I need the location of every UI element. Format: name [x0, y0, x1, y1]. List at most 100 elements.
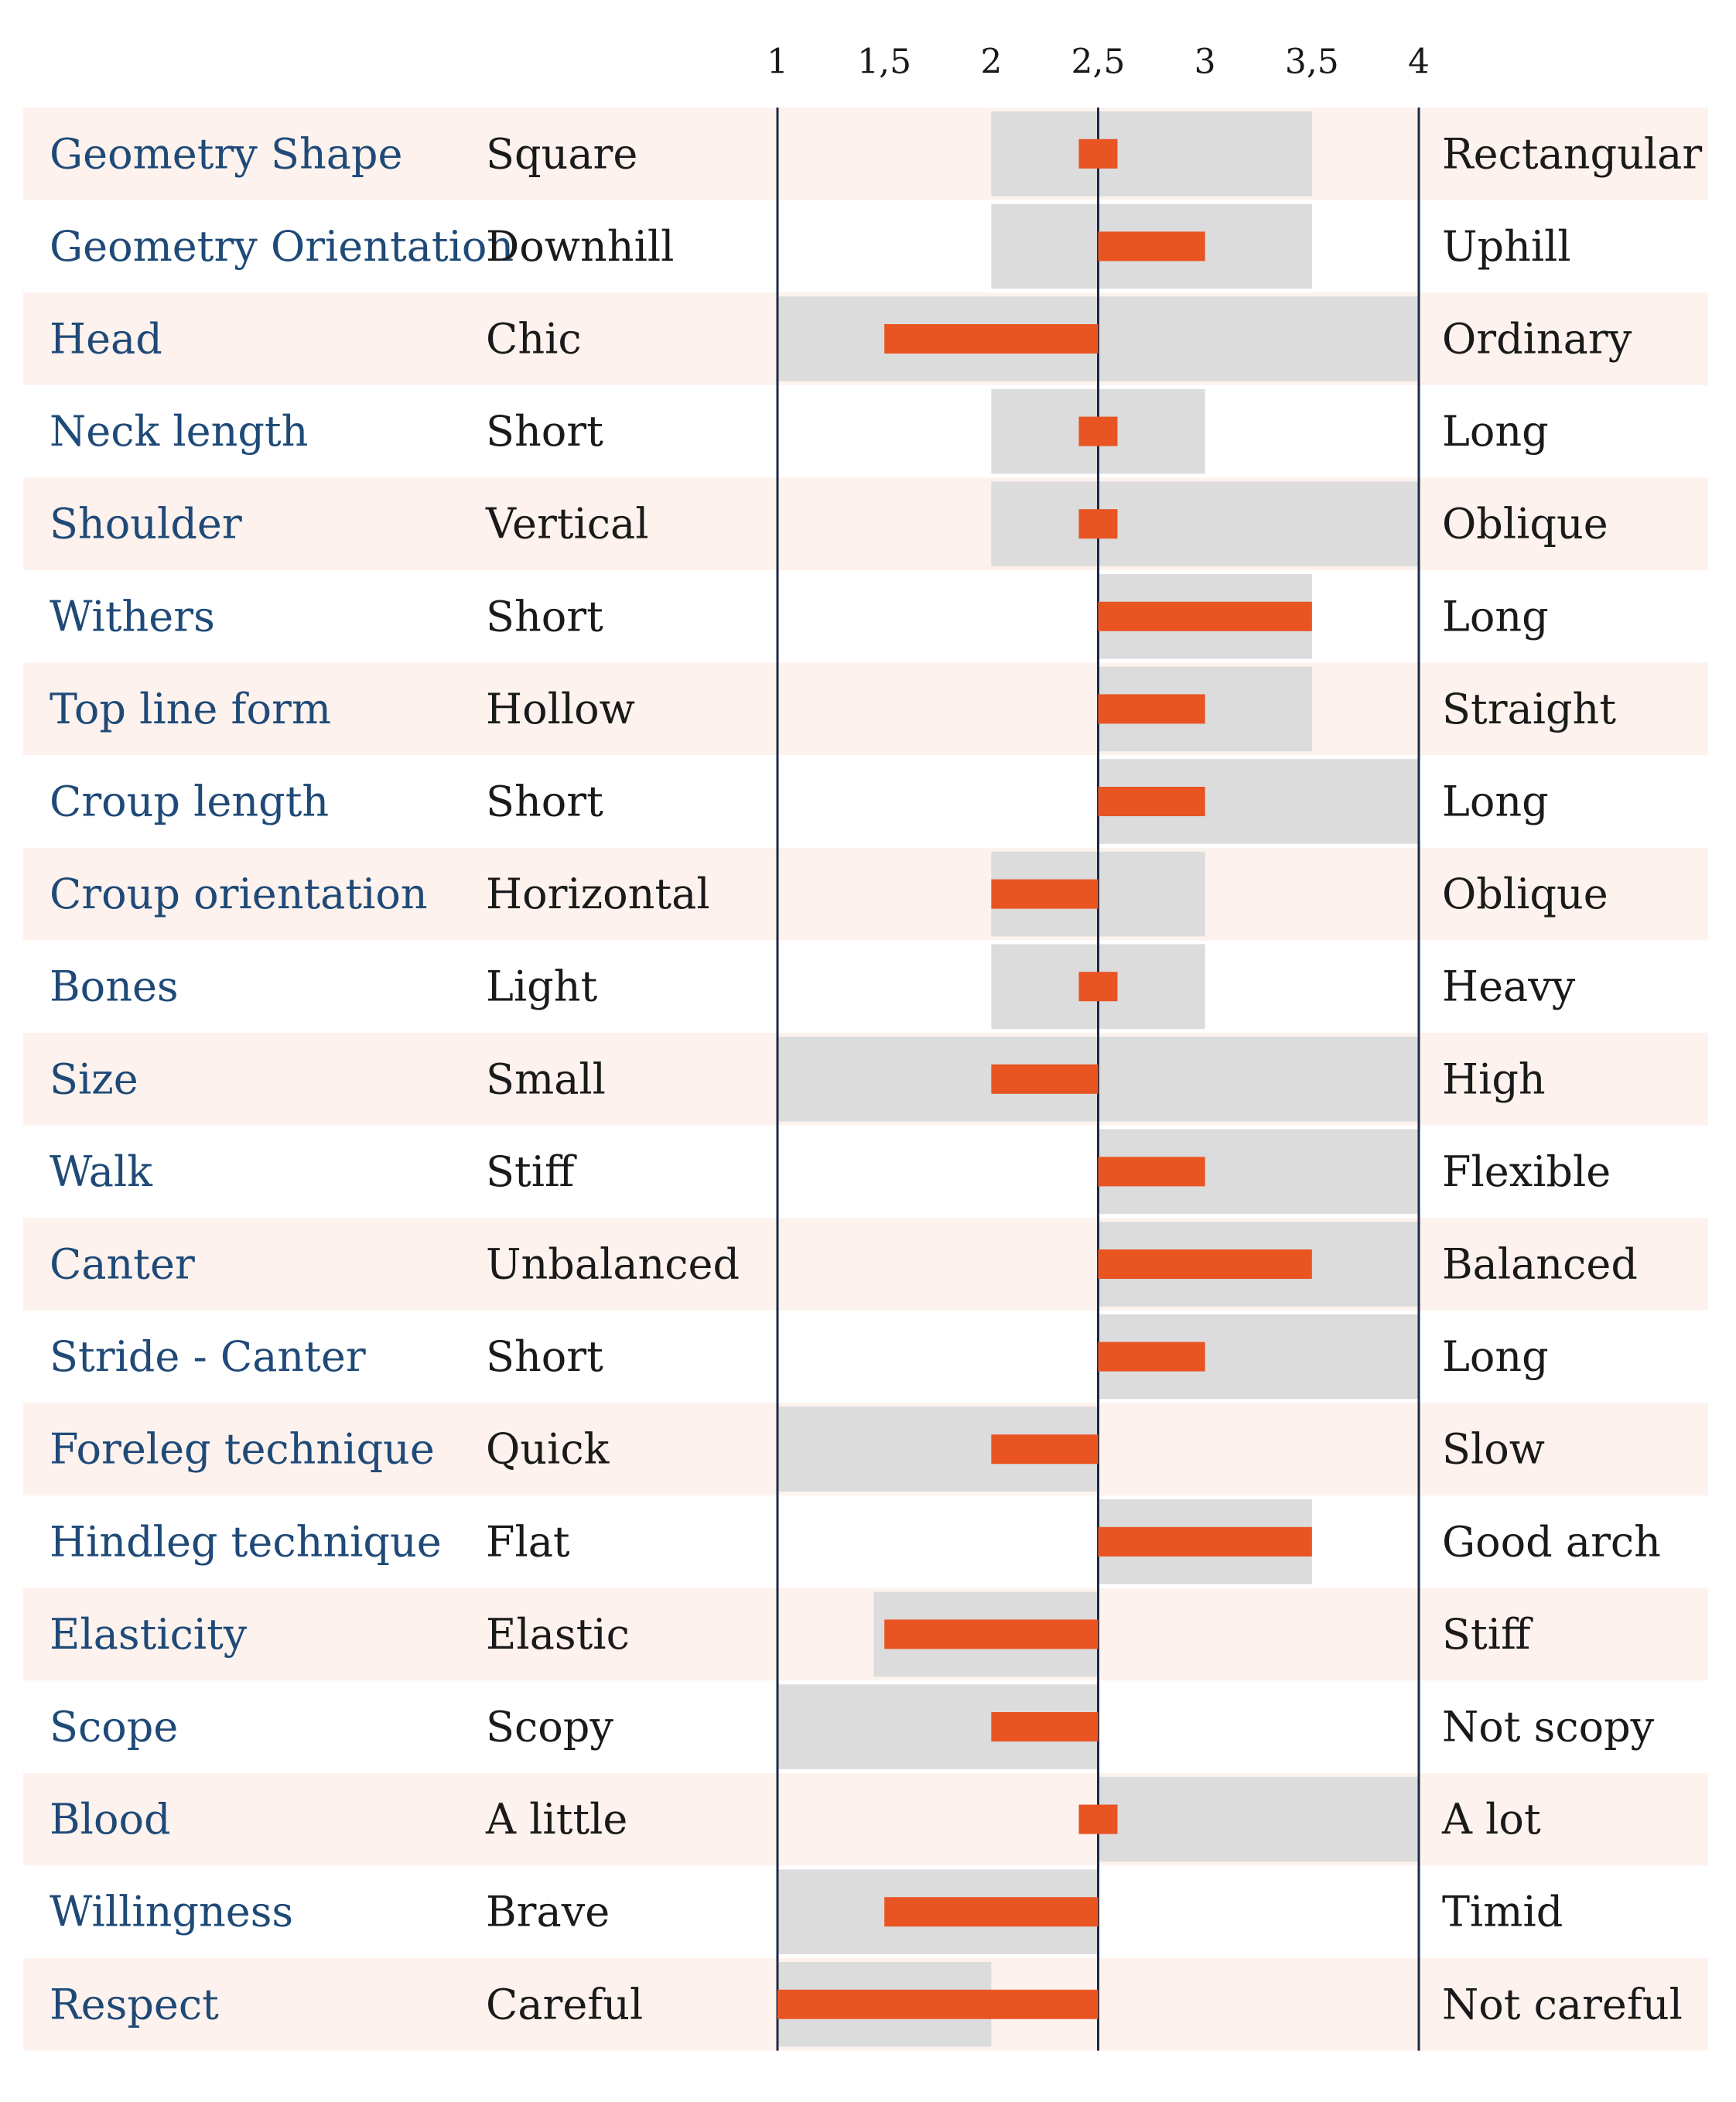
value-bar	[1078, 509, 1118, 539]
left-label: Short	[486, 778, 603, 826]
right-label: Stiff	[1442, 1610, 1533, 1659]
value-bar	[884, 1897, 1099, 1927]
x-tick-label: 1,5	[857, 43, 911, 82]
value-bar	[1098, 1157, 1205, 1187]
trait-label: Scope	[50, 1703, 178, 1752]
right-label: Slow	[1442, 1425, 1545, 1474]
right-label: Long	[1442, 778, 1549, 826]
right-label: Ordinary	[1442, 315, 1632, 364]
left-label: Elastic	[486, 1610, 630, 1659]
right-label: Flexible	[1442, 1147, 1611, 1196]
x-tick-label: 1	[767, 43, 788, 82]
value-bar	[1098, 694, 1205, 724]
left-label: Chic	[486, 315, 582, 364]
row-band	[23, 847, 1708, 941]
x-tick-label: 3,5	[1285, 43, 1339, 82]
trait-label: Geometry Orientation	[50, 222, 514, 271]
left-label: A little	[485, 1795, 627, 1844]
value-bar	[1078, 1804, 1118, 1834]
value-bar	[1098, 231, 1205, 261]
value-bars	[777, 138, 1312, 2019]
right-label: Good arch	[1442, 1517, 1661, 1566]
trait-label: Elasticity	[50, 1610, 248, 1659]
value-bar	[991, 1712, 1099, 1741]
left-label: Square	[486, 129, 637, 178]
value-bar	[884, 1619, 1099, 1649]
left-label: Light	[486, 962, 597, 1011]
trait-label: Canter	[50, 1240, 195, 1289]
value-bar	[777, 1989, 1099, 2019]
trait-label: Size	[50, 1054, 138, 1103]
left-label: Unbalanced	[486, 1240, 740, 1289]
left-label: Quick	[486, 1425, 610, 1474]
x-tick-label: 3	[1194, 43, 1216, 82]
value-bar	[1098, 1342, 1205, 1372]
left-label: Horizontal	[486, 870, 710, 918]
right-label: Oblique	[1442, 870, 1608, 918]
trait-label: Top line form	[50, 685, 331, 733]
left-label: Short	[486, 407, 603, 456]
left-label: Short	[486, 1332, 603, 1381]
right-label: Not careful	[1442, 1980, 1683, 2029]
right-label: Oblique	[1442, 500, 1608, 549]
range-box	[1098, 1776, 1419, 1862]
right-label: A lot	[1441, 1795, 1541, 1844]
right-label: Straight	[1442, 685, 1616, 733]
trait-label: Neck length	[50, 407, 308, 456]
trait-label: Respect	[50, 1980, 219, 2029]
value-bar	[991, 1064, 1099, 1094]
value-bar	[1098, 601, 1312, 631]
right-label: Uphill	[1442, 222, 1571, 271]
right-label: Heavy	[1442, 962, 1576, 1011]
value-bar	[1078, 972, 1118, 1002]
trait-label: Stride - Canter	[50, 1332, 366, 1381]
left-label: Short	[486, 592, 603, 641]
row-band	[23, 1218, 1708, 1311]
left-label: Stiff	[486, 1147, 577, 1196]
value-bar	[1078, 416, 1118, 446]
right-label: Long	[1442, 407, 1549, 456]
value-bar	[1098, 1249, 1312, 1279]
right-label: Balanced	[1442, 1240, 1638, 1289]
left-label: Careful	[486, 1980, 643, 2029]
range-box	[991, 111, 1312, 197]
range-box	[991, 481, 1419, 566]
row-band	[23, 1772, 1708, 1866]
value-bar	[884, 324, 1099, 354]
trait-label: Willingness	[50, 1888, 293, 1936]
left-label: Small	[486, 1054, 606, 1103]
row-band	[23, 108, 1708, 200]
right-label: Long	[1442, 1332, 1549, 1381]
trait-label: Geometry Shape	[50, 129, 402, 178]
x-tick-labels: 1 1,5 2 2,5 3 3,5 4	[767, 43, 1430, 82]
trait-label: Withers	[50, 592, 215, 641]
left-label: Hollow	[486, 685, 635, 733]
left-label: Scopy	[486, 1703, 613, 1752]
trait-label: Shoulder	[50, 500, 242, 549]
left-label: Flat	[486, 1517, 570, 1566]
right-label: Rectangular	[1442, 129, 1702, 178]
right-label: Timid	[1442, 1888, 1563, 1936]
value-bar	[1078, 138, 1118, 169]
right-label: Not scopy	[1442, 1703, 1655, 1752]
left-label: Brave	[486, 1888, 610, 1936]
trait-label: Foreleg technique	[50, 1425, 435, 1474]
x-tick-label: 2,5	[1071, 43, 1126, 82]
trait-label: Bones	[50, 962, 179, 1011]
trait-label: Walk	[50, 1147, 153, 1196]
right-label: Long	[1442, 592, 1549, 641]
trait-label: Croup length	[50, 778, 329, 826]
trait-label: Blood	[50, 1795, 171, 1844]
trait-label: Hindleg technique	[50, 1517, 442, 1566]
row-band	[23, 1588, 1708, 1681]
value-bar	[1098, 787, 1205, 816]
value-bar	[1098, 1526, 1312, 1557]
trait-label: Head	[50, 315, 162, 364]
x-tick-label: 2	[980, 43, 1002, 82]
left-label: Vertical	[485, 500, 649, 549]
value-bar	[991, 1434, 1099, 1465]
left-label: Downhill	[486, 222, 674, 271]
row-labels: Geometry Shape Square Rectangular Geometry …	[50, 129, 1702, 2029]
row-band	[23, 477, 1708, 570]
